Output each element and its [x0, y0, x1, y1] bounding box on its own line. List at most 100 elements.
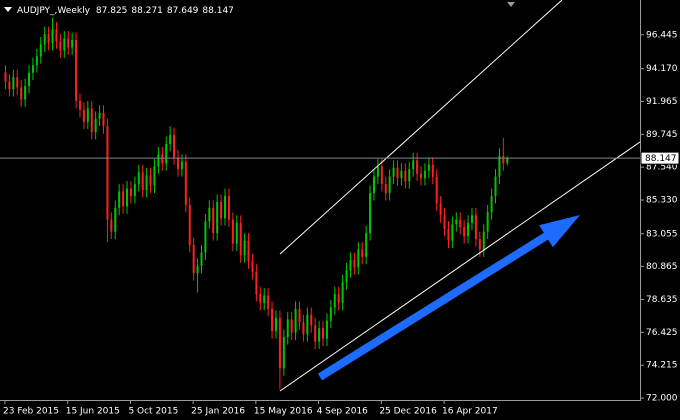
candle-body	[337, 294, 340, 303]
candle-body	[349, 259, 352, 271]
candle-body	[404, 170, 407, 182]
candle-body	[408, 169, 411, 182]
channel-upper-line	[279, 0, 563, 255]
x-tick-label: 15 Jun 2015	[66, 407, 120, 417]
candle-body	[86, 108, 89, 122]
candle-body	[482, 231, 485, 250]
candle-body	[47, 34, 50, 43]
candle-body	[165, 143, 168, 164]
candle-body	[294, 308, 297, 333]
plot-area	[4, 17, 509, 390]
candle-body	[110, 219, 113, 232]
chart-header: AUDJPY_,Weekly 87.825 88.271 87.649 88.147	[17, 6, 234, 16]
candle-body	[71, 39, 74, 48]
candle-body	[353, 259, 356, 268]
candle-body	[122, 191, 125, 207]
y-tick-label: 89.745	[646, 130, 678, 140]
y-tick-label: 74.215	[646, 361, 678, 371]
candle-body	[173, 135, 176, 158]
header-low: 87.649	[167, 6, 199, 16]
candle-body	[341, 282, 344, 303]
candle-body	[431, 164, 434, 177]
candle-body	[376, 166, 379, 177]
candle-body	[361, 249, 364, 257]
candle-body	[24, 86, 27, 100]
candle-body	[420, 173, 423, 179]
candle-body	[271, 308, 274, 332]
x-tick-label: 5 Oct 2015	[128, 407, 178, 417]
candle-body	[133, 184, 136, 196]
candle-body	[16, 77, 19, 88]
candle-body	[396, 167, 399, 179]
candle-body	[372, 176, 375, 194]
candle-body	[51, 29, 54, 43]
candle-body	[35, 56, 38, 66]
candle-body	[490, 195, 493, 213]
candle-body	[435, 176, 438, 204]
header-close: 88.147	[202, 6, 234, 16]
y-tick-label: 91.965	[646, 97, 678, 107]
candle-body	[278, 317, 281, 369]
x-tick-label: 15 May 2016	[254, 407, 313, 417]
y-tick-label: 80.865	[646, 262, 678, 272]
candle-body	[322, 328, 325, 339]
y-tick-label: 83.055	[646, 229, 678, 239]
candle-body	[400, 170, 403, 179]
candle-body	[478, 239, 481, 250]
candle-body	[39, 44, 42, 57]
candle-body	[474, 215, 477, 240]
candle-body	[282, 337, 285, 369]
candle-body	[443, 215, 446, 229]
candle-body	[184, 161, 187, 205]
candle-body	[494, 176, 497, 196]
candle-body	[227, 195, 230, 220]
candle-body	[380, 166, 383, 185]
candle-body	[106, 126, 109, 220]
candle-body	[486, 212, 489, 232]
candle-body	[251, 261, 254, 272]
candle-body	[502, 155, 505, 164]
candle-body	[220, 201, 223, 219]
candle-body	[325, 320, 328, 339]
candle-body	[200, 252, 203, 266]
y-tick-label: 78.635	[646, 295, 678, 305]
candle-body	[31, 65, 34, 73]
candle-body	[259, 294, 262, 303]
candle-body	[467, 222, 470, 237]
candle-body	[161, 154, 164, 164]
candle-body	[235, 222, 238, 244]
candle-body	[204, 221, 207, 253]
candle-body	[216, 201, 219, 234]
candle-body	[98, 112, 101, 119]
candle-body	[129, 188, 132, 196]
candle-body	[180, 161, 183, 170]
candle-body	[4, 72, 7, 82]
candle-body	[63, 38, 66, 51]
candle-body	[247, 240, 250, 262]
candle-body	[310, 314, 313, 326]
candle-body	[388, 176, 391, 194]
candle-body	[239, 222, 242, 256]
candle-body	[224, 195, 227, 219]
candle-body	[412, 160, 415, 170]
candle-body	[169, 135, 172, 144]
x-tick-label: 25 Jan 2016	[191, 407, 245, 417]
candle-body	[286, 319, 289, 338]
candle-body	[470, 215, 473, 223]
x-tick-label: 4 Sep 2016	[317, 407, 369, 417]
y-tick-label: 85.330	[646, 196, 678, 206]
candle-body	[463, 227, 466, 237]
candle-body	[318, 328, 321, 342]
y-tick-label: 72.000	[646, 394, 678, 404]
candle-body	[306, 314, 309, 335]
candle-body	[314, 325, 317, 342]
candle-body	[369, 193, 372, 234]
menu-triangle[interactable]	[4, 7, 12, 12]
price-label-box	[640, 151, 680, 165]
candle-body	[153, 166, 156, 186]
candle-body	[290, 319, 293, 333]
candle-body	[329, 307, 332, 321]
candle-body	[196, 265, 199, 274]
candle-body	[263, 295, 266, 303]
y-tick-label: 76.425	[646, 328, 678, 338]
